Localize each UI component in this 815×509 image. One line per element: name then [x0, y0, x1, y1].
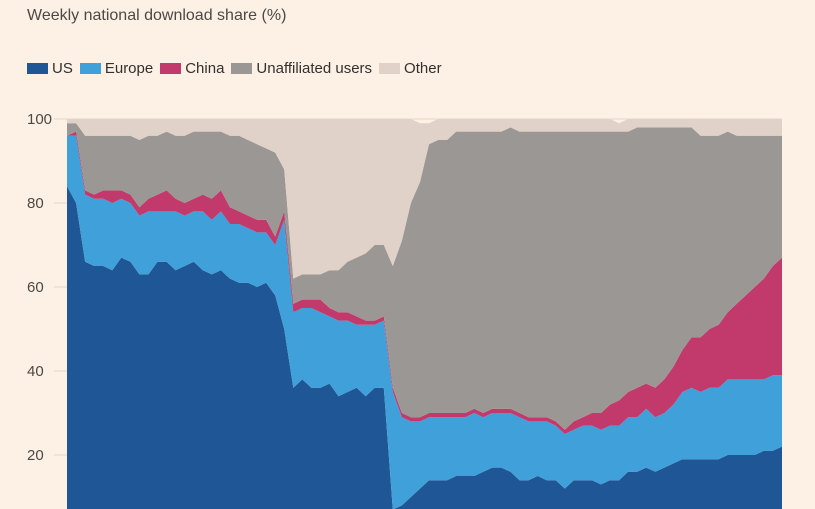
legend: US Europe China Unaffiliated users Other: [27, 60, 449, 77]
legend-label-unaffiliated: Unaffiliated users: [256, 60, 373, 77]
area-other: [67, 119, 782, 279]
legend-swatch-europe: [79, 63, 101, 74]
legend-swatch-unaffiliated: [231, 63, 253, 74]
y-tick-label-100: 100: [27, 111, 52, 128]
legend-swatch-us: [27, 63, 48, 74]
chart-title: Weekly national download share (%): [27, 7, 287, 24]
legend-label-europe: Europe: [104, 60, 154, 77]
y-tick-label-60: 60: [27, 279, 44, 296]
y-tick-label-80: 80: [27, 195, 44, 212]
y-axis-ticks: 100 80 60 40 20: [27, 111, 52, 464]
area-unaffiliated-users: [67, 123, 782, 430]
legend-label-us: US: [52, 60, 73, 77]
y-tick-label-20: 20: [27, 447, 44, 464]
legend-swatch-china: [160, 63, 182, 74]
y-tick-label-40: 40: [27, 363, 44, 380]
area-europe: [67, 135, 782, 509]
legend-item-europe: Europe: [79, 60, 154, 77]
legend-item-us: US: [27, 60, 73, 77]
legend-item-other: Other: [379, 60, 442, 77]
area-us: [67, 186, 782, 509]
legend-label-other: Other: [404, 60, 442, 77]
legend-item-china: China: [160, 60, 224, 77]
stacked-areas: [67, 119, 782, 509]
legend-swatch-other: [379, 63, 401, 74]
legend-item-unaffiliated: Unaffiliated users: [231, 60, 372, 77]
legend-label-china: China: [185, 60, 225, 77]
